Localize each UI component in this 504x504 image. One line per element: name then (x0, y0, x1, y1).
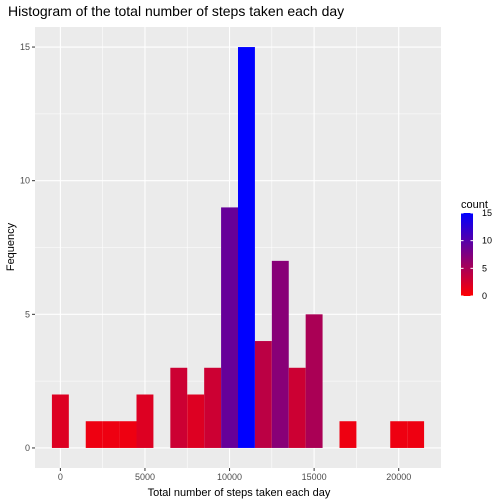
y-tick-label: 15 (20, 42, 30, 52)
histogram-bar (221, 207, 238, 448)
histogram-bar (254, 341, 272, 448)
y-tick-label: 5 (25, 309, 30, 319)
histogram-bar (51, 394, 69, 448)
histogram-bar (187, 394, 205, 448)
x-tick-label: 10000 (217, 472, 242, 482)
y-axis-label: Fequency (5, 222, 17, 271)
x-tick-label: 15000 (302, 472, 327, 482)
x-tick-label: 20000 (386, 472, 411, 482)
legend-tick-label: 10 (482, 236, 492, 246)
x-tick-label: 0 (58, 472, 63, 482)
histogram-bar (85, 421, 103, 448)
x-axis-label: Total number of steps taken each day (148, 487, 331, 499)
legend-title: count (461, 199, 488, 211)
legend-color-bar (461, 213, 473, 296)
histogram-bar (390, 421, 408, 448)
legend: count 0 5 10 15 (461, 199, 492, 301)
y-axis-ticks: 0 5 10 15 (20, 42, 35, 453)
histogram-bar (170, 367, 188, 448)
histogram-bar (305, 314, 323, 448)
histogram-bar (288, 367, 306, 448)
y-tick-label: 0 (25, 443, 30, 453)
legend-ticks: 0 5 10 15 (461, 208, 492, 301)
legend-tick-label: 15 (482, 208, 492, 218)
x-axis-ticks: 0 5000 10000 15000 20000 (58, 468, 411, 482)
histogram-bar (136, 394, 154, 448)
histogram-bar (204, 367, 222, 448)
histogram-bar (339, 421, 357, 448)
histogram-bar (102, 421, 120, 448)
bars (51, 47, 425, 448)
legend-tick-label: 0 (482, 291, 487, 301)
histogram-bar (119, 421, 137, 448)
y-tick-label: 10 (20, 176, 30, 186)
histogram-bar (238, 47, 255, 448)
histogram-bar (271, 260, 289, 448)
x-tick-label: 5000 (135, 472, 155, 482)
histogram-bar (407, 421, 425, 448)
legend-tick-label: 5 (482, 263, 487, 273)
chart-title: Histogram of the total number of steps t… (8, 3, 344, 19)
